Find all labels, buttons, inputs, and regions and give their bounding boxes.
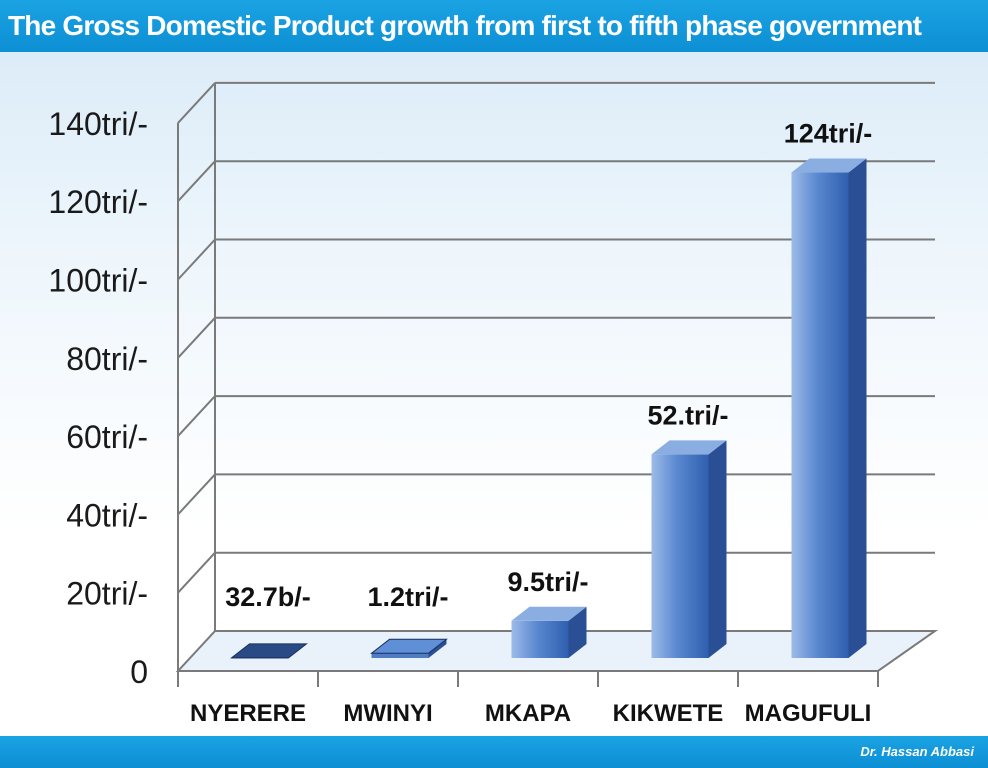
data-label: 32.7b/- [225, 582, 311, 612]
chart-title: The Gross Domestic Product growth from f… [8, 10, 922, 41]
bar-front [371, 653, 429, 658]
bar-front [511, 620, 569, 658]
y-tick-label: 80tri/- [66, 341, 148, 377]
bar-top [230, 643, 308, 659]
gridline-diagonal [177, 473, 216, 516]
data-label: 52.tri/- [647, 400, 728, 430]
bar-top [511, 606, 587, 621]
bar-side [848, 158, 867, 658]
bar-mkapa [511, 606, 587, 658]
bar-front [791, 172, 849, 658]
y-tick-label: 120tri/- [48, 184, 148, 220]
bar-side [708, 440, 727, 658]
footer-banner: Dr. Hassan Abbasi [0, 736, 988, 768]
data-label: 124tri/- [784, 119, 873, 149]
x-tick-label: NYERERE [190, 700, 306, 727]
y-tick-label: 40tri/- [66, 497, 148, 533]
bar-top [791, 158, 867, 173]
bar-top [651, 440, 727, 455]
gridline-diagonal [177, 82, 216, 124]
title-banner: The Gross Domestic Product growth from f… [0, 0, 988, 52]
data-label: 9.5tri/- [507, 567, 588, 597]
bar-front [651, 454, 709, 658]
y-tick-label: 60tri/- [66, 419, 148, 455]
bar-mwinyi [370, 638, 448, 658]
y-tick-label: 0 [130, 654, 148, 690]
bar-nyerere [230, 643, 308, 659]
bar-side [428, 639, 447, 658]
gridline-diagonal [177, 395, 216, 437]
y-tick-label: 20tri/- [66, 576, 148, 612]
bar-magufuli [791, 158, 867, 658]
data-label: 1.2tri/- [367, 582, 448, 612]
gdp-bar-chart: 0 20tri/- 40tri/- 60tri/- 80tri/- 100tri/- 120… [48, 81, 939, 727]
gridline-diagonal [177, 552, 216, 594]
y-tick-label: 140tri/- [48, 106, 148, 142]
x-tick-label: MAGUFULI [745, 700, 872, 727]
gridline-diagonal [177, 238, 216, 281]
y-tick-label: 100tri/- [48, 263, 148, 299]
gridline-diagonal [177, 160, 216, 202]
author-credit: Dr. Hassan Abbasi [860, 744, 974, 759]
x-tick-label: MWINYI [343, 700, 432, 727]
x-tick-label: KIKWETE [613, 700, 724, 727]
x-tick-label: MKAPA [485, 700, 571, 727]
bar-top [370, 638, 448, 654]
bar-side [568, 606, 587, 658]
bar-kikwete [651, 440, 727, 658]
gridline-diagonal [177, 317, 216, 359]
